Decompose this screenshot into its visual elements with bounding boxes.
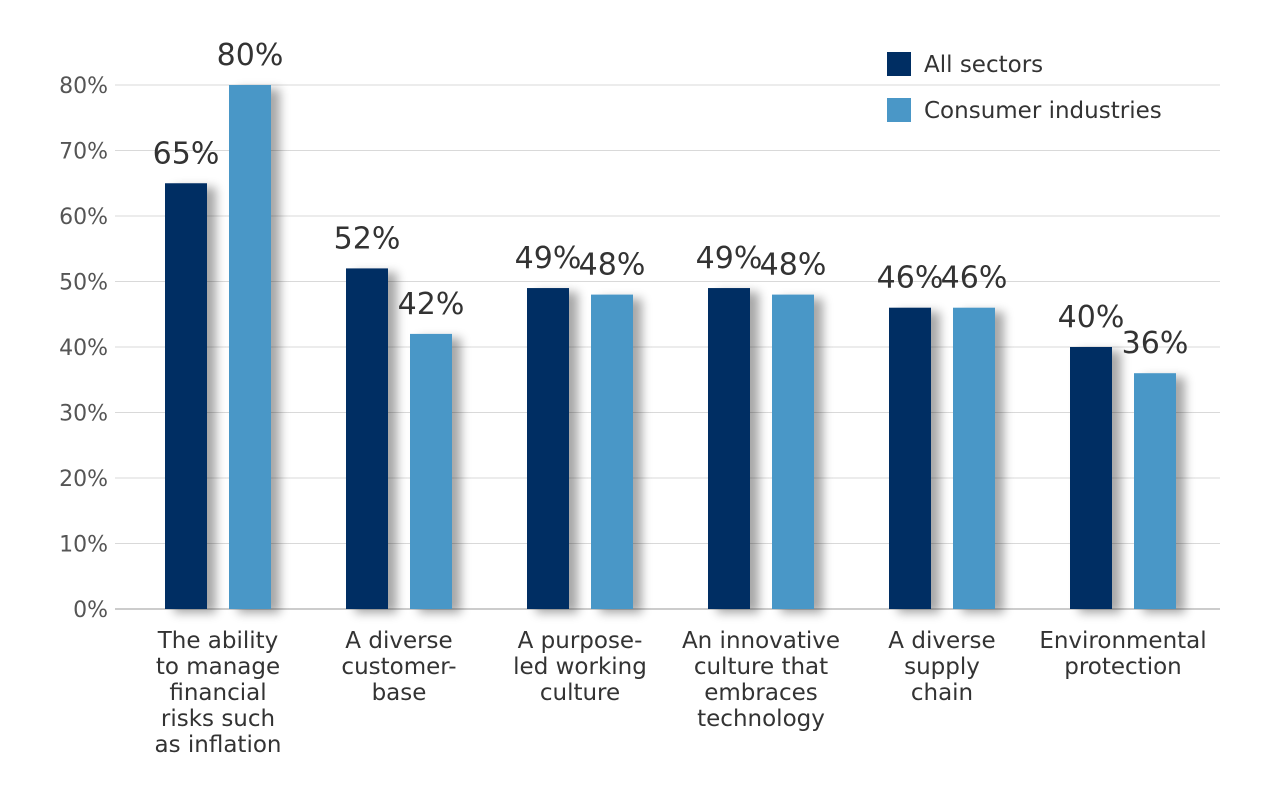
y-tick-label: 0% bbox=[73, 598, 108, 623]
gridlines bbox=[115, 84, 1220, 610]
bar-all-sectors bbox=[889, 307, 931, 609]
legend-label: Consumer industries bbox=[924, 98, 1162, 124]
bar-all-sectors bbox=[1070, 347, 1112, 609]
data-label: 46% bbox=[877, 261, 944, 296]
category-label: A purpose- bbox=[518, 628, 643, 654]
category-label: culture that bbox=[694, 654, 828, 680]
category-label: led working bbox=[513, 654, 647, 680]
data-label: 46% bbox=[941, 261, 1008, 296]
data-label: 48% bbox=[579, 248, 646, 283]
y-tick-label: 40% bbox=[59, 336, 108, 361]
y-tick-label: 70% bbox=[59, 140, 108, 165]
legend-swatch bbox=[887, 52, 911, 76]
data-label: 48% bbox=[760, 248, 827, 283]
y-tick-label: 50% bbox=[59, 271, 108, 296]
bar-all-sectors bbox=[165, 183, 207, 609]
category-label: culture bbox=[540, 680, 620, 706]
data-label: 36% bbox=[1122, 326, 1189, 361]
y-tick-label: 10% bbox=[59, 533, 108, 558]
data-label: 40% bbox=[1058, 300, 1125, 335]
bar-all-sectors bbox=[708, 288, 750, 609]
category-label: financial bbox=[169, 680, 266, 706]
bar-all-sectors bbox=[346, 268, 388, 609]
bar-consumer-industries bbox=[410, 333, 452, 609]
y-axis-ticks: 0% 10% 20% 30% 40% 50% 60% 70% 80% bbox=[59, 74, 108, 623]
data-labels: 65%80%52%42%49%48% 49%48% 46%46%40%36% bbox=[153, 38, 1189, 361]
y-tick-label: 30% bbox=[59, 402, 108, 427]
data-label: 49% bbox=[515, 241, 582, 276]
category-label: protection bbox=[1064, 654, 1182, 680]
category-label: customer- bbox=[341, 654, 456, 680]
y-tick-label: 60% bbox=[59, 205, 108, 230]
category-label: chain bbox=[911, 680, 973, 706]
y-tick-label: 80% bbox=[59, 74, 108, 99]
bar-all-sectors bbox=[527, 288, 569, 609]
data-label: 52% bbox=[334, 221, 401, 256]
category-label: risks such bbox=[161, 706, 275, 732]
category-label: as inflation bbox=[155, 732, 282, 758]
legend: All sectors Consumer industries bbox=[887, 52, 1162, 124]
category-label: Environmental bbox=[1039, 628, 1206, 654]
bar-consumer-industries bbox=[772, 294, 814, 609]
bar-consumer-industries bbox=[229, 85, 271, 609]
category-label: The ability bbox=[157, 628, 279, 654]
data-label: 80% bbox=[217, 38, 284, 73]
category-label: A diverse bbox=[888, 628, 995, 654]
category-label: technology bbox=[697, 706, 825, 732]
legend-label: All sectors bbox=[924, 52, 1043, 78]
category-label: supply bbox=[904, 654, 980, 680]
y-tick-label: 20% bbox=[59, 467, 108, 492]
category-label: embraces bbox=[704, 680, 817, 706]
bars bbox=[165, 85, 1176, 609]
data-label: 65% bbox=[153, 136, 220, 171]
bar-consumer-industries bbox=[1134, 373, 1176, 609]
category-label: to manage bbox=[156, 654, 280, 680]
bar-consumer-industries bbox=[591, 294, 633, 609]
legend-swatch bbox=[887, 98, 911, 122]
category-label: base bbox=[372, 680, 427, 706]
bar-consumer-industries bbox=[953, 307, 995, 609]
category-label: A diverse bbox=[345, 628, 452, 654]
data-label: 42% bbox=[398, 287, 465, 322]
category-label: An innovative bbox=[682, 628, 840, 654]
data-label: 49% bbox=[696, 241, 763, 276]
